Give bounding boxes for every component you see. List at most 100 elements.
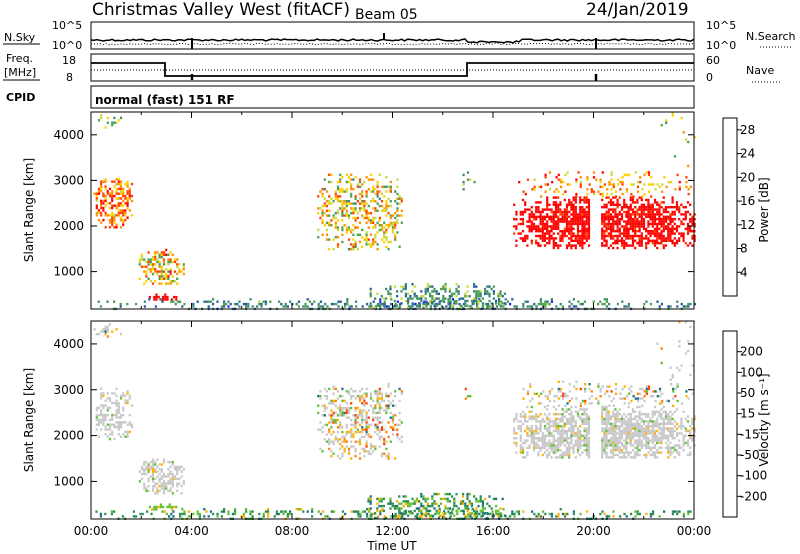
range-gate-cell xyxy=(585,198,588,202)
range-gate-cell xyxy=(350,207,353,210)
range-gate-cell xyxy=(557,220,560,223)
range-gate-cell xyxy=(687,192,690,196)
range-gate-cell xyxy=(368,305,371,308)
range-gate-cell xyxy=(570,405,573,409)
range-gate-cell xyxy=(662,405,665,409)
range-gate-cell xyxy=(339,207,342,210)
range-gate-cell xyxy=(554,444,558,447)
range-gate-cell xyxy=(612,397,615,400)
range-gate-cell xyxy=(444,285,447,288)
range-gate-cell xyxy=(341,214,344,217)
range-gate-cell xyxy=(689,227,692,230)
range-gate-cell xyxy=(601,422,604,425)
range-gate-cell xyxy=(330,433,333,436)
range-gate-cell xyxy=(570,425,573,428)
range-gate-cell xyxy=(179,515,182,518)
range-gate-cell xyxy=(429,292,432,295)
range-gate-cell xyxy=(102,416,105,419)
range-gate-cell xyxy=(680,432,683,435)
range-gate-cell xyxy=(561,230,564,233)
range-gate-cell xyxy=(332,214,335,217)
range-gate-cell xyxy=(352,228,355,232)
range-gate-cell xyxy=(358,440,362,443)
range-gate-cell xyxy=(669,239,672,242)
range-gate-cell xyxy=(323,212,326,215)
range-gate-cell xyxy=(623,432,626,435)
range-gate-cell xyxy=(660,446,663,449)
range-gate-cell xyxy=(576,239,580,242)
range-gate-cell xyxy=(539,234,542,238)
range-gate-cell xyxy=(394,394,397,398)
range-gate-cell xyxy=(608,183,611,186)
range-gate-cell xyxy=(660,234,663,238)
range-gate-cell xyxy=(422,295,425,298)
range-gate-cell xyxy=(262,515,265,518)
range-gate-cell xyxy=(672,390,675,393)
range-gate-cell xyxy=(634,213,637,216)
range-gate-cell xyxy=(481,512,484,515)
range-gate-cell xyxy=(111,190,114,193)
range-gate-cell xyxy=(662,220,665,223)
range-gate-cell xyxy=(481,307,484,310)
range-gate-cell xyxy=(587,456,591,459)
range-gate-cell xyxy=(546,395,549,398)
range-gate-cell xyxy=(154,460,157,464)
range-gate-cell xyxy=(413,285,416,288)
range-gate-cell xyxy=(317,428,320,431)
range-gate-cell xyxy=(361,195,364,198)
range-gate-cell xyxy=(645,390,648,393)
range-gate-cell xyxy=(629,222,632,226)
range-gate-cell xyxy=(612,215,615,218)
range-gate-cell xyxy=(455,302,458,305)
range-gate-cell xyxy=(260,302,263,306)
range-gate-cell xyxy=(587,220,591,223)
range-gate-cell xyxy=(662,222,665,226)
range-gate-cell xyxy=(568,201,571,204)
range-gate-cell xyxy=(124,197,127,200)
range-gate-cell xyxy=(458,298,461,301)
range-gate-cell xyxy=(601,437,604,440)
range-gate-cell xyxy=(336,188,340,191)
range-gate-cell xyxy=(609,227,613,230)
range-gate-cell xyxy=(618,230,621,233)
range-gate-cell xyxy=(385,207,388,210)
range-gate-cell xyxy=(382,304,385,307)
range-gate-cell xyxy=(645,434,648,437)
range-gate-cell xyxy=(343,438,346,441)
range-gate-cell xyxy=(575,380,578,383)
range-gate-cell xyxy=(176,468,179,471)
range-gate-cell xyxy=(104,214,107,217)
range-gate-cell xyxy=(684,218,687,221)
range-gate-cell xyxy=(614,239,617,242)
range-gate-cell xyxy=(568,408,571,411)
range-gate-cell xyxy=(348,305,351,308)
range-gate-cell xyxy=(385,411,388,415)
date-label: 24/Jan/2019 xyxy=(586,0,689,20)
range-gate-cell xyxy=(607,441,610,445)
range-gate-cell xyxy=(603,429,606,433)
range-gate-cell xyxy=(620,225,624,228)
range-gate-cell xyxy=(587,432,591,435)
range-gate-cell xyxy=(495,299,498,303)
range-gate-cell xyxy=(532,432,536,435)
range-gate-cell xyxy=(361,305,364,308)
range-gate-cell xyxy=(385,245,388,248)
range-gate-cell xyxy=(614,453,617,457)
range-gate-cell xyxy=(546,213,549,216)
range-gate-cell xyxy=(618,441,621,445)
range-gate-cell xyxy=(95,204,98,207)
range-gate-cell xyxy=(612,234,615,238)
range-gate-cell xyxy=(391,214,395,217)
range-gate-cell xyxy=(341,409,344,412)
range-gate-cell xyxy=(358,414,362,417)
range-gate-cell xyxy=(678,340,681,343)
freq-tick-bottom: 8 xyxy=(66,71,73,84)
range-gate-cell xyxy=(542,510,545,513)
range-gate-cell xyxy=(453,514,456,517)
range-gate-cell xyxy=(421,515,424,518)
range-gate-cell xyxy=(462,307,465,310)
range-gate-cell xyxy=(691,220,694,223)
range-gate-cell xyxy=(605,434,608,437)
range-gate-cell xyxy=(304,302,307,306)
range-gate-cell xyxy=(363,428,366,431)
